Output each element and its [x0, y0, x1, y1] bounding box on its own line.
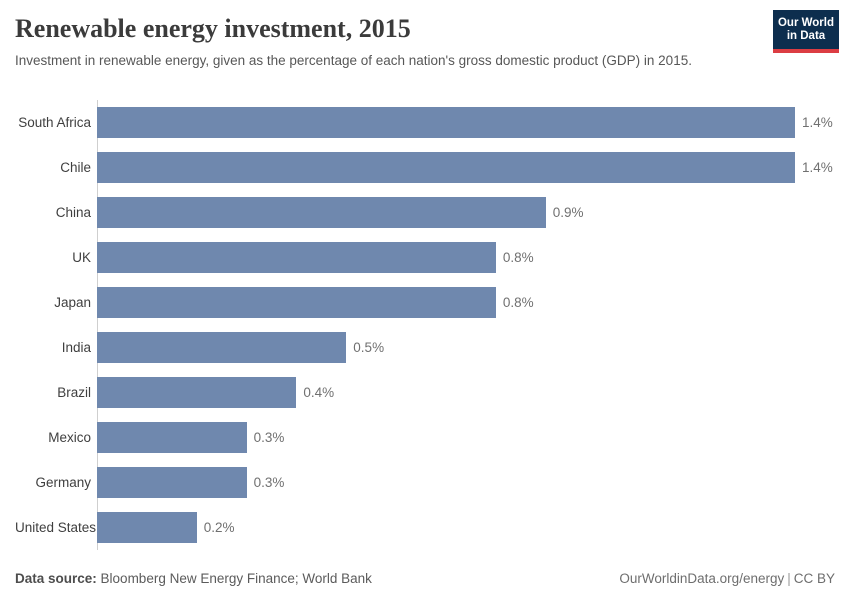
- chart-row: South Africa 1.4%: [15, 100, 835, 145]
- category-label: Chile: [60, 160, 91, 175]
- category-label: Japan: [54, 295, 91, 310]
- bar-track: 1.4%: [97, 107, 835, 138]
- value-label: 0.3%: [253, 430, 285, 445]
- bar[interactable]: [97, 377, 297, 408]
- value-label: 0.9%: [552, 205, 584, 220]
- credits: OurWorldinData.org/energy | CC BY: [619, 570, 835, 587]
- bar-track: 0.3%: [97, 422, 835, 453]
- bar[interactable]: [97, 152, 795, 183]
- site-link[interactable]: OurWorldinData.org/energy: [619, 571, 785, 586]
- chart-header: Renewable energy investment, 2015 Invest…: [15, 14, 755, 71]
- chart-rows: South Africa 1.4% Chile 1.4% China 0.9% UK 0.8%…: [15, 100, 835, 550]
- category-label: India: [61, 340, 91, 355]
- chart-subtitle: Investment in renewable energy, given as…: [15, 53, 692, 68]
- bar-track: 1.4%: [97, 152, 835, 183]
- bar-track: 0.8%: [97, 242, 835, 273]
- bar-track: 0.4%: [97, 377, 835, 408]
- bar-chart: South Africa 1.4% Chile 1.4% China 0.9% UK 0.8%…: [15, 100, 835, 550]
- chart-row: Brazil 0.4%: [15, 370, 835, 415]
- chart-row: Germany 0.3%: [15, 460, 835, 505]
- bar[interactable]: [97, 197, 546, 228]
- bar[interactable]: [97, 332, 347, 363]
- value-label: 0.4%: [303, 385, 335, 400]
- bar[interactable]: [97, 107, 795, 138]
- y-axis-line: [97, 100, 98, 550]
- owid-logo-line1: Our World: [777, 16, 834, 29]
- value-label: 0.8%: [502, 250, 534, 265]
- bar-track: 0.2%: [97, 512, 835, 543]
- value-label: 1.4%: [802, 160, 833, 175]
- value-label: 0.3%: [253, 475, 285, 490]
- bar-track: 0.8%: [97, 287, 835, 318]
- value-label: 0.2%: [203, 520, 235, 535]
- chart-row: Japan 0.8%: [15, 280, 835, 325]
- chart-row: Mexico 0.3%: [15, 415, 835, 460]
- value-label: 1.4%: [802, 115, 833, 130]
- category-label: United States: [15, 520, 97, 535]
- bar[interactable]: [97, 242, 496, 273]
- category-label: China: [55, 205, 91, 220]
- chart-row: UK 0.8%: [15, 235, 835, 280]
- chart-row: India 0.5%: [15, 325, 835, 370]
- credits-separator: |: [787, 571, 791, 586]
- category-label: Mexico: [48, 430, 91, 445]
- bar[interactable]: [97, 287, 496, 318]
- bar[interactable]: [97, 512, 197, 543]
- bar-track: 0.9%: [97, 197, 835, 228]
- page-title: Renewable energy investment, 2015: [15, 14, 411, 43]
- owid-logo-line2: in Data: [786, 29, 826, 42]
- value-label: 0.8%: [502, 295, 534, 310]
- data-source-label: Data source:: [15, 571, 97, 586]
- data-source-value: Bloomberg New Energy Finance; World Bank: [100, 571, 372, 586]
- category-label: UK: [72, 250, 91, 265]
- bar-track: 0.5%: [97, 332, 835, 363]
- chart-row: China 0.9%: [15, 190, 835, 235]
- value-label: 0.5%: [353, 340, 385, 355]
- category-label: Germany: [35, 475, 91, 490]
- bar-track: 0.3%: [97, 467, 835, 498]
- license-link[interactable]: CC BY: [793, 571, 835, 586]
- data-source: Data source: Bloomberg New Energy Financ…: [15, 570, 372, 587]
- category-label: Brazil: [57, 385, 91, 400]
- chart-footer: Data source: Bloomberg New Energy Financ…: [15, 570, 835, 587]
- chart-row: United States 0.2%: [15, 505, 835, 550]
- bar[interactable]: [97, 422, 247, 453]
- bar[interactable]: [97, 467, 247, 498]
- chart-row: Chile 1.4%: [15, 145, 835, 190]
- category-label: South Africa: [18, 115, 91, 130]
- owid-logo[interactable]: Our World in Data: [773, 10, 839, 53]
